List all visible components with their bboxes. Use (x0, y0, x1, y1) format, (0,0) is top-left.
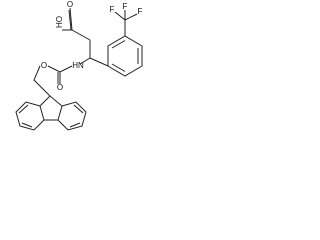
atom-label: F (138, 7, 143, 16)
bond (69, 7, 91, 41)
bond (47, 65, 73, 84)
bond (114, 10, 138, 36)
ring-double (18, 104, 84, 128)
atom-label: O (57, 83, 63, 92)
five-ring (39, 95, 63, 121)
ring-double (111, 40, 139, 72)
ring (107, 35, 143, 77)
bond (68, 9, 72, 31)
right-ring (57, 101, 87, 131)
atom-label: F (110, 5, 115, 14)
atom-label: F (123, 2, 128, 11)
atom-label: HN (72, 61, 84, 70)
atom-label: HO (55, 16, 64, 28)
atom-label: O (41, 61, 47, 70)
bond (89, 57, 109, 67)
bonds (15, 7, 143, 131)
molecule: HO O HN O O F F F (15, 0, 143, 131)
left-ring (15, 101, 45, 131)
bond (33, 65, 51, 97)
atom-label: O (67, 0, 73, 9)
